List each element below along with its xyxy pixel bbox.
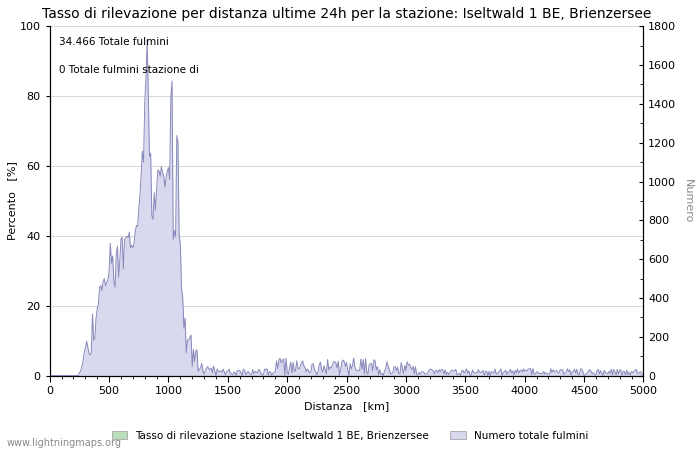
Text: 34.466 Totale fulmini: 34.466 Totale fulmini xyxy=(59,37,169,47)
Text: www.lightningmaps.org: www.lightningmaps.org xyxy=(7,438,122,448)
Legend: Tasso di rilevazione stazione Iseltwald 1 BE, Brienzersee, Numero totale fulmini: Tasso di rilevazione stazione Iseltwald … xyxy=(107,427,593,445)
Y-axis label: Percento   [%]: Percento [%] xyxy=(7,162,17,240)
Title: Tasso di rilevazione per distanza ultime 24h per la stazione: Iseltwald 1 BE, Br: Tasso di rilevazione per distanza ultime… xyxy=(42,7,651,21)
Text: 0 Totale fulmini stazione di: 0 Totale fulmini stazione di xyxy=(59,65,199,75)
X-axis label: Distanza   [km]: Distanza [km] xyxy=(304,401,389,412)
Y-axis label: Numero: Numero xyxy=(683,179,693,223)
